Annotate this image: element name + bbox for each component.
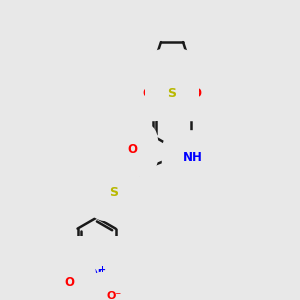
Text: O: O <box>191 87 201 100</box>
Text: N: N <box>167 70 177 83</box>
Text: N: N <box>92 268 102 281</box>
Text: O: O <box>65 276 75 289</box>
Text: O: O <box>127 143 137 156</box>
Text: O⁻: O⁻ <box>106 291 122 300</box>
Text: S: S <box>167 87 176 100</box>
Text: S: S <box>110 186 118 199</box>
Text: NH: NH <box>183 152 203 164</box>
Text: O: O <box>142 87 153 100</box>
Text: +: + <box>99 265 106 274</box>
